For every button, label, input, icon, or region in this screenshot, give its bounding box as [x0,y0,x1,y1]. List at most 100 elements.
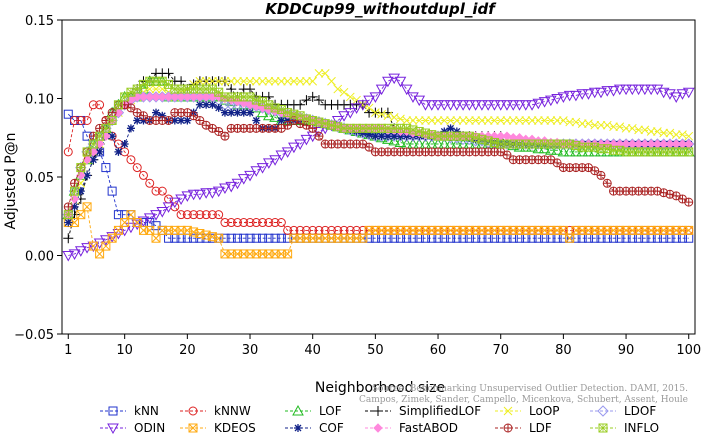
series-knn [63,109,694,243]
data-point [239,76,249,86]
data-point [308,115,318,125]
data-point [95,100,105,110]
data-point [113,210,123,220]
data-point [519,100,532,111]
data-point [151,92,161,102]
data-point [157,92,167,102]
data-point [233,108,242,117]
data-point [471,133,481,143]
data-point [538,97,551,108]
data-point [494,100,507,111]
data-point [195,233,205,243]
data-point [320,119,330,129]
data-point [552,158,562,168]
data-point [201,76,211,86]
data-point [138,170,148,180]
data-point [295,99,306,110]
data-point [464,131,474,141]
data-point [226,76,236,86]
watermark-line-2: Campos, Zimek, Sander, Campello, Micenko… [359,395,688,405]
data-point [602,120,612,130]
data-point [450,100,463,111]
series-line [67,104,689,231]
data-point [187,189,200,201]
data-point [62,251,75,262]
data-point [270,218,280,228]
data-point [189,210,199,220]
legend-label: LDOF [624,404,656,418]
y-tick-label: 0.10 [25,93,54,108]
data-point [402,116,412,125]
data-point [262,158,275,169]
legend-label: ODIN [134,421,165,434]
data-point [157,186,167,196]
data-point [76,163,86,173]
data-point [258,76,267,86]
data-point [584,119,593,128]
data-point [288,142,300,154]
legend-marker [188,423,198,433]
data-point [621,123,631,133]
data-point [671,130,681,139]
data-point [646,127,656,136]
data-point [145,92,155,102]
data-point [326,120,336,130]
data-point [245,218,255,228]
legend-item-fastabod: FastABOD [365,421,458,435]
data-point [206,188,219,199]
data-point [571,141,581,151]
data-point [313,126,325,138]
data-point [277,116,286,125]
legend-item-kdeos: KDEOS [180,421,256,435]
data-point [527,116,537,125]
data-point [684,131,694,141]
plot-frame [61,19,696,335]
legend-item-ldof: LDOF [590,404,656,418]
data-point [232,218,242,228]
data-point [95,131,105,141]
data-point [283,120,293,130]
data-point [609,122,618,132]
data-point [314,131,324,141]
data-point [201,210,211,220]
data-point [400,84,413,96]
data-point [264,233,274,243]
data-point [168,197,181,209]
data-point [382,76,394,88]
data-point [682,87,695,99]
data-point [394,76,407,88]
series-inflo [63,76,694,220]
data-point [158,111,167,120]
data-point [283,108,293,118]
data-point [143,213,156,224]
legend-item-loop: LoOP [495,404,560,418]
data-point [212,186,225,198]
legend-item-cof: COF [285,421,344,435]
data-point [496,116,506,125]
y-tick-label: 0.05 [25,171,54,186]
data-point [565,117,575,127]
legend-item-lof: LOF [285,404,342,418]
data-point [563,90,576,102]
data-point [164,79,174,89]
data-point [138,92,149,102]
data-point [250,166,263,177]
data-point [214,126,224,136]
data-point [132,163,142,173]
data-point [189,111,199,121]
data-point [256,106,269,118]
data-point [408,116,418,125]
data-point [476,100,488,111]
data-point [607,86,620,97]
data-point [440,127,449,136]
data-point [301,95,312,106]
legend: kNN kNNW LOF SimplifiedLOF LoOP LDOF ODIN KDEOS… [100,404,659,435]
data-point [252,116,261,125]
data-point [339,87,349,97]
x-axis-label: Neighborhood size [315,380,445,396]
data-point [375,84,388,96]
data-point [557,145,570,157]
data-point [283,249,293,259]
data-point [239,108,248,117]
